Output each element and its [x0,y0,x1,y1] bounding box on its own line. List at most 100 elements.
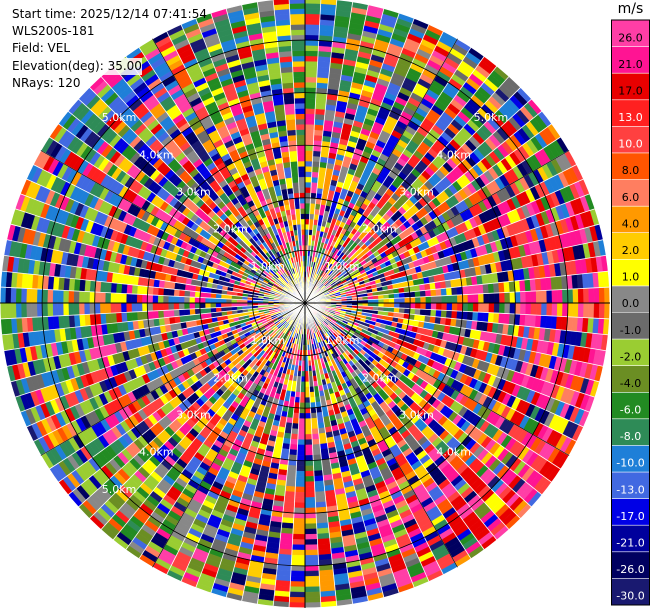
velocity-gate [304,449,314,456]
velocity-gate [311,433,320,440]
velocity-gate [294,502,306,509]
ray-separator [304,31,444,304]
velocity-gate [535,290,542,304]
velocity-gate [598,287,605,304]
ray-separator [304,12,400,304]
velocity-gate [446,295,453,304]
velocity-gate [304,512,317,519]
velocity-gate [477,284,484,295]
velocity-gate [299,397,306,404]
velocity-gate [425,309,432,317]
velocity-gate [304,39,319,46]
velocity-gate [562,289,569,304]
velocity-gate [466,285,474,295]
velocity-gate [304,392,311,398]
velocity-gate [287,464,297,472]
velocity-gate [304,444,313,451]
velocity-gate [310,192,317,199]
velocity-gate [293,402,300,409]
velocity-gate [311,171,319,178]
velocity-gate [304,29,320,36]
velocity-gate [291,544,306,551]
velocity-gate [530,290,537,304]
velocity-gate [310,402,317,409]
velocity-gate [304,71,318,78]
velocity-gate [304,129,315,136]
velocity-gate [572,288,579,304]
velocity-gate [304,160,313,167]
velocity-gate [483,293,490,304]
velocity-gate [304,139,314,146]
velocity-gate [388,302,395,308]
velocity-gate [304,518,317,525]
velocity-gate [462,294,469,304]
velocity-gate [414,290,421,298]
velocity-gate [525,302,532,316]
velocity-gate [310,182,318,189]
velocity-gate [304,565,320,572]
velocity-gate [289,596,306,603]
velocity-gate [441,295,448,304]
velocity-gate [304,481,315,488]
velocity-gate [488,302,495,314]
ppi-gates [0,0,610,609]
velocity-gate [289,591,306,598]
velocity-gate [304,108,316,115]
velocity-gate [404,297,411,304]
velocity-gate [304,134,315,141]
velocity-gate [467,302,474,313]
field-text: Field: VEL [12,41,71,56]
velocity-gate [304,76,318,83]
velocity-gate [451,302,458,312]
instrument-text: WLS200s-181 [12,24,95,39]
velocity-gate [304,145,314,151]
velocity-gate [472,302,479,313]
velocity-gate [304,602,322,609]
velocity-gate [404,302,411,309]
velocity-gate [420,302,427,310]
velocity-gate [477,311,484,322]
velocity-gate [304,539,318,546]
ray-separator [304,8,385,304]
velocity-gate [556,289,563,304]
velocity-gate [304,213,310,220]
velocity-gate [294,491,306,498]
velocity-gate [304,113,316,120]
velocity-gate [304,97,316,104]
velocity-gate [312,155,321,163]
velocity-gate [304,181,312,188]
velocity-gate [419,290,426,298]
velocity-gate [504,292,511,304]
velocity-gate [304,18,321,25]
velocity-gate [472,284,479,295]
nrays-text: NRays: 120 [12,75,81,90]
velocity-gate [297,434,306,440]
velocity-gate [478,293,484,304]
velocity-gate [311,166,320,173]
velocity-gate [304,3,321,10]
velocity-gate [311,438,321,446]
velocity-gate [304,528,318,535]
velocity-gate [415,296,421,304]
velocity-gate [304,118,315,125]
velocity-gate [291,549,306,556]
velocity-gate [311,428,319,435]
ray-separator [304,1,354,304]
velocity-gate [304,34,320,41]
velocity-gate [298,418,306,425]
velocity-gate [399,302,406,309]
velocity-gate [551,302,558,317]
velocity-gate [451,294,458,304]
velocity-gate [472,311,479,322]
velocity-gate [304,87,317,94]
velocity-gate [430,295,437,304]
velocity-gate [299,392,306,398]
ray-separator [304,0,322,304]
velocity-gate [466,311,474,321]
velocity-gate [283,496,296,503]
velocity-gate [289,586,306,593]
velocity-gate [293,407,300,414]
velocity-gate [577,288,584,304]
velocity-gate [487,312,495,324]
velocity-gate [435,288,442,297]
